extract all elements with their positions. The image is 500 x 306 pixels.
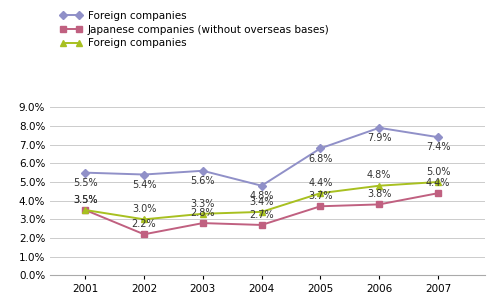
Foreign companies	[318, 147, 324, 150]
Text: 5.0%: 5.0%	[426, 167, 450, 177]
Text: 3.7%: 3.7%	[308, 191, 332, 201]
Japanese companies (without overseas bases)	[376, 203, 382, 206]
Foreign companies	[200, 212, 206, 216]
Japanese companies (without overseas bases)	[200, 221, 206, 225]
Foreign companies	[376, 126, 382, 130]
Text: 2.8%: 2.8%	[190, 208, 215, 218]
Japanese companies (without overseas bases)	[318, 204, 324, 208]
Japanese companies (without overseas bases)	[435, 191, 441, 195]
Text: 7.4%: 7.4%	[426, 142, 450, 152]
Text: 3.4%: 3.4%	[250, 197, 274, 207]
Japanese companies (without overseas bases)	[82, 208, 88, 212]
Foreign companies	[141, 218, 147, 221]
Line: Japanese companies (without overseas bases): Japanese companies (without overseas bas…	[82, 190, 441, 237]
Text: 5.4%: 5.4%	[132, 180, 156, 190]
Text: 7.9%: 7.9%	[367, 133, 392, 143]
Text: 4.4%: 4.4%	[426, 178, 450, 188]
Text: 5.6%: 5.6%	[190, 176, 215, 186]
Text: 3.3%: 3.3%	[190, 199, 215, 208]
Text: 4.8%: 4.8%	[250, 191, 274, 201]
Foreign companies	[435, 135, 441, 139]
Foreign companies	[318, 191, 324, 195]
Japanese companies (without overseas bases)	[141, 233, 147, 236]
Foreign companies	[82, 208, 88, 212]
Legend: Foreign companies, Japanese companies (without overseas bases), Foreign companie: Foreign companies, Japanese companies (w…	[55, 7, 334, 52]
Japanese companies (without overseas bases)	[258, 223, 264, 227]
Text: 6.8%: 6.8%	[308, 154, 332, 164]
Foreign companies	[141, 173, 147, 176]
Text: 3.5%: 3.5%	[73, 195, 98, 205]
Text: 4.8%: 4.8%	[367, 170, 392, 181]
Text: 5.5%: 5.5%	[73, 178, 98, 188]
Line: Foreign companies: Foreign companies	[82, 125, 441, 188]
Foreign companies	[376, 184, 382, 188]
Text: 3.5%: 3.5%	[73, 195, 98, 205]
Foreign companies	[258, 210, 264, 214]
Foreign companies	[200, 169, 206, 173]
Foreign companies	[435, 180, 441, 184]
Foreign companies	[258, 184, 264, 188]
Text: 4.4%: 4.4%	[308, 178, 332, 188]
Text: 3.0%: 3.0%	[132, 204, 156, 214]
Foreign companies	[82, 171, 88, 174]
Text: 3.8%: 3.8%	[367, 189, 392, 199]
Text: 2.7%: 2.7%	[250, 210, 274, 220]
Text: 2.2%: 2.2%	[132, 219, 156, 229]
Line: Foreign companies: Foreign companies	[82, 178, 442, 223]
